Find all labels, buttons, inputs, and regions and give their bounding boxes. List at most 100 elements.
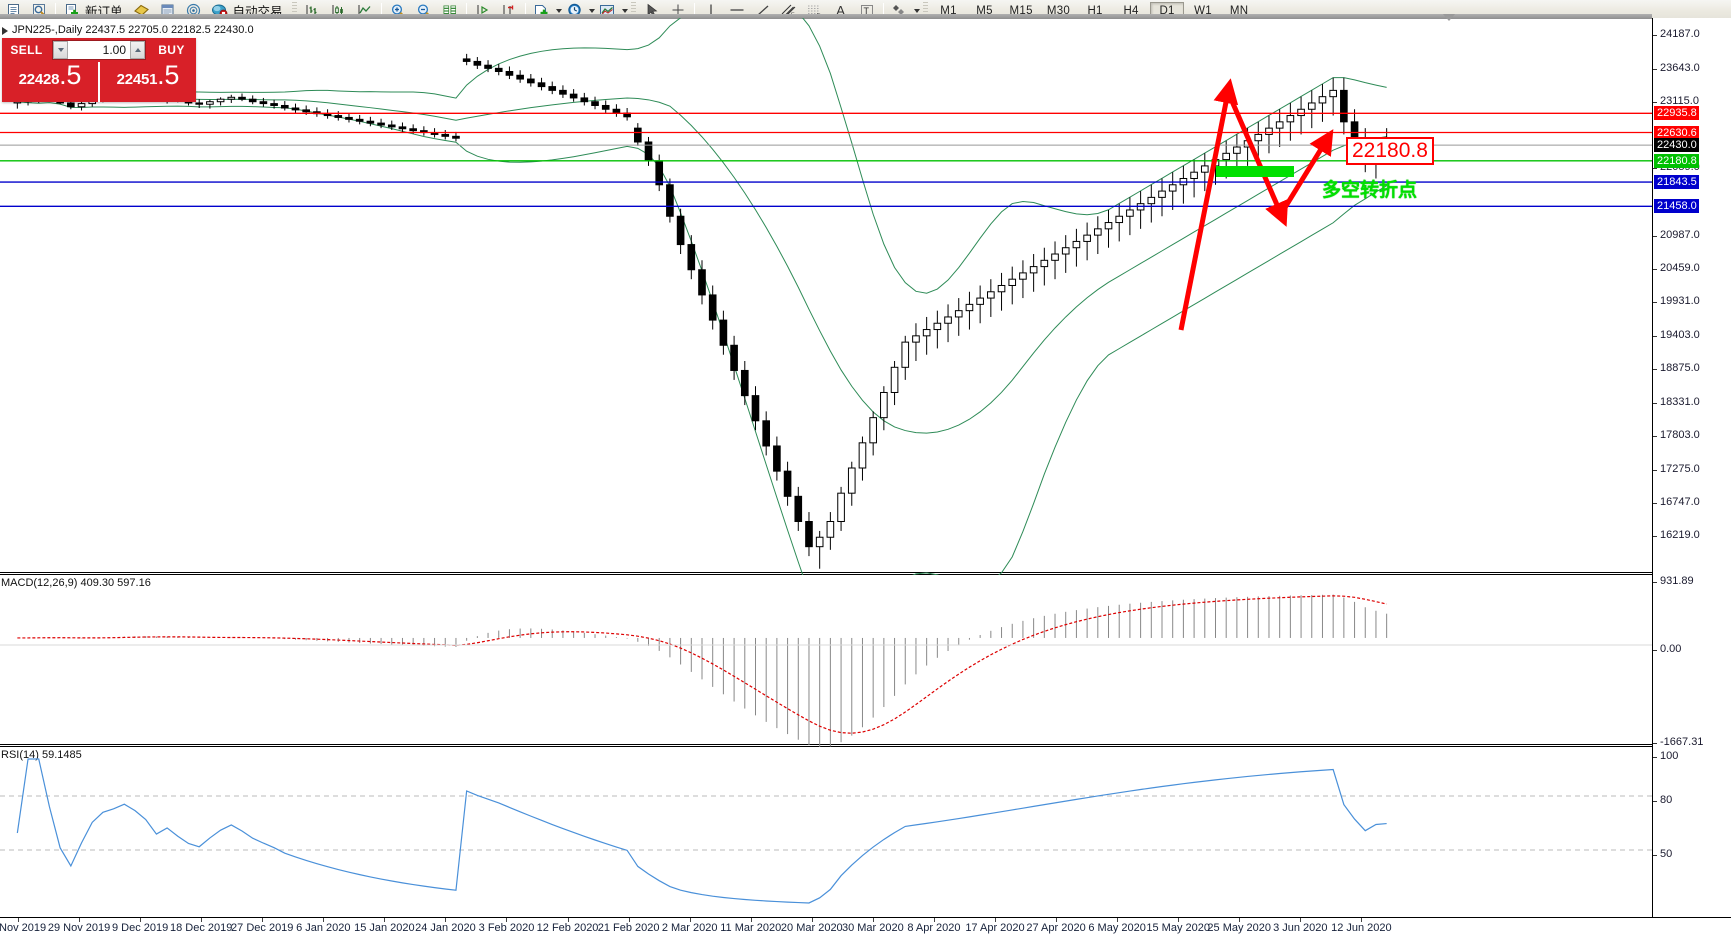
date-label: 20 Mar 2020 (780, 922, 843, 934)
date-tick (1056, 918, 1058, 922)
candle (783, 470, 792, 497)
candle (1147, 196, 1156, 205)
timeframe-mn[interactable]: MN (1229, 4, 1249, 17)
toolbar-grip-3[interactable] (922, 2, 928, 19)
candle (751, 395, 760, 422)
candle (291, 107, 300, 111)
candle (655, 160, 664, 186)
date-label: 27 Apr 2020 (1026, 922, 1086, 934)
timeframe-m15[interactable]: M15 (1009, 4, 1033, 17)
indicator-tick-label: 50 (1660, 848, 1673, 860)
timeframe-h4[interactable]: H4 (1123, 4, 1139, 17)
volume-decrement-button[interactable] (53, 41, 68, 59)
text-icon[interactable]: A (836, 3, 845, 18)
buy-button[interactable]: BUY (158, 43, 185, 57)
price-badge-support: 21458.0 (1654, 199, 1699, 214)
toolbar-separator-6 (882, 2, 884, 19)
volume-value[interactable]: 1.00 (102, 43, 126, 57)
candle (1211, 159, 1220, 167)
bollinger-middle-band (17, 97, 1387, 434)
price-tick: 19931.0 (1653, 295, 1731, 307)
price-chart-svg (0, 18, 1652, 575)
candle (698, 269, 706, 296)
date-label: 24 Jan 2020 (415, 922, 476, 934)
templates-dropdown-arrow[interactable] (621, 8, 628, 13)
candle (922, 329, 931, 337)
indicator-tick-label: 0.00 (1660, 643, 1682, 655)
price-tick: 18875.0 (1653, 362, 1731, 374)
expert-advisor-icon[interactable] (130, 1, 154, 21)
chart-scroll-grip[interactable] (1443, 14, 1455, 21)
price-axis[interactable]: 24187.0 23643.0 23115.0 22059.0 20987.0 20459… (1652, 18, 1731, 917)
volume-increment-button[interactable] (130, 41, 145, 59)
candle (676, 215, 685, 246)
candle (206, 101, 214, 105)
price-tick-label: 19931.0 (1660, 295, 1700, 308)
price-tick-label: 17803.0 (1660, 429, 1700, 442)
candle (880, 391, 888, 419)
sell-price-integer: 22428 (18, 71, 60, 88)
buy-price[interactable]: 22451 . 5 (100, 62, 196, 102)
date-label: 29 Nov 2019 (47, 922, 111, 934)
date-label: 9 Dec 2019 (111, 922, 169, 934)
price-badge-last-price: 22430.0 (1654, 138, 1699, 153)
timeframe-m1[interactable]: M1 (940, 4, 957, 17)
crosshair-icon[interactable] (666, 1, 690, 21)
candle (1040, 259, 1049, 268)
candle (1307, 102, 1316, 110)
date-label: 0 Nov 2019 (0, 922, 47, 934)
toolbar-separator-4 (524, 2, 526, 19)
date-label: 27 Dec 2019 (231, 922, 294, 934)
volume-stepper[interactable]: 1.00 (52, 40, 146, 60)
sell-button[interactable]: SELL (10, 43, 43, 57)
rsi-pane[interactable] (0, 749, 1652, 917)
date-label: 6 Jan 2020 (296, 922, 351, 934)
price-badge-support: 22180.8 (1654, 153, 1699, 168)
price-chart-pane[interactable] (0, 18, 1652, 575)
date-tick (262, 918, 264, 922)
trendline-icon[interactable] (751, 1, 775, 21)
timeframe-w1[interactable]: W1 (1194, 4, 1213, 17)
indicators-icon[interactable] (530, 1, 554, 21)
periods-dropdown-arrow[interactable] (588, 8, 595, 13)
buy-price-decimal: 5 (164, 60, 180, 90)
sell-price[interactable]: 22428 . 5 (2, 62, 98, 102)
one-click-trading-panel[interactable]: SELL 1.00 BUY 22428 . 5 22451 . 5 (2, 38, 196, 102)
timeframe-m30[interactable]: M30 (1046, 4, 1071, 17)
candle (227, 96, 236, 100)
macd-indicator-label: MACD(12,26,9) 409.30 597.16 (0, 577, 151, 589)
timeframe-m5[interactable]: M5 (976, 4, 993, 17)
candle (976, 297, 984, 305)
candle (901, 341, 910, 368)
toolbar-grip-2[interactable] (630, 2, 636, 19)
candle (730, 344, 738, 371)
shapes-icon[interactable] (888, 1, 912, 21)
vertical-line-icon[interactable] (699, 1, 723, 21)
date-label: 17 Apr 2020 (965, 922, 1025, 934)
candle (1115, 215, 1124, 224)
macd-pane[interactable] (0, 577, 1652, 747)
price-tick: 17803.0 (1653, 429, 1731, 441)
symbol-info-bar: JPN225-,Daily 22437.5 22705.0 22182.5 22… (0, 23, 1652, 37)
horizontal-line-icon[interactable] (725, 1, 749, 21)
price-tick: 17275.0 (1653, 463, 1731, 475)
shapes-dropdown-arrow[interactable] (913, 8, 920, 13)
candle (505, 70, 514, 76)
indicators-dropdown-arrow[interactable] (555, 8, 562, 13)
buy-price-separator: . (158, 68, 164, 88)
chart-shift-icon[interactable] (438, 1, 462, 21)
date-label: 11 Mar 2020 (720, 922, 782, 934)
candle (323, 113, 332, 117)
candle (869, 417, 877, 444)
price-tick: 23115.0 (1653, 95, 1731, 107)
periods-icon[interactable] (563, 1, 587, 21)
toolbar-grip[interactable] (291, 2, 297, 19)
turning-point-annotation: 多空转折点 (1322, 180, 1418, 201)
candle (1179, 177, 1188, 186)
candle (1093, 228, 1102, 236)
timeframe-h1[interactable]: H1 (1087, 4, 1103, 17)
date-tick (201, 918, 203, 922)
chart-scrollbar[interactable] (0, 14, 1652, 19)
candle (687, 244, 696, 271)
